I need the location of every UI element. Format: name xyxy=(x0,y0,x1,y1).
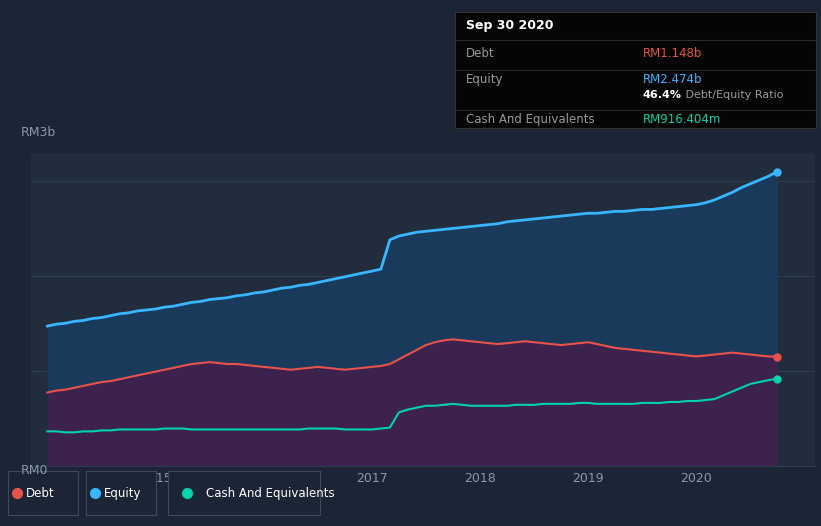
Text: RM1.148b: RM1.148b xyxy=(643,47,702,60)
Text: RM0: RM0 xyxy=(21,464,48,477)
Text: Sep 30 2020: Sep 30 2020 xyxy=(466,19,553,33)
Text: Equity: Equity xyxy=(466,73,503,86)
Text: 46.4%: 46.4% xyxy=(643,90,681,100)
Text: RM2.474b: RM2.474b xyxy=(643,73,702,86)
Text: Cash And Equivalents: Cash And Equivalents xyxy=(466,113,594,126)
Text: RM916.404m: RM916.404m xyxy=(643,113,721,126)
Text: Cash And Equivalents: Cash And Equivalents xyxy=(206,487,335,500)
Text: Debt: Debt xyxy=(466,47,494,60)
Text: Equity: Equity xyxy=(103,487,141,500)
Text: Debt: Debt xyxy=(25,487,54,500)
Text: Debt/Equity Ratio: Debt/Equity Ratio xyxy=(682,90,784,100)
Text: RM3b: RM3b xyxy=(21,126,56,139)
